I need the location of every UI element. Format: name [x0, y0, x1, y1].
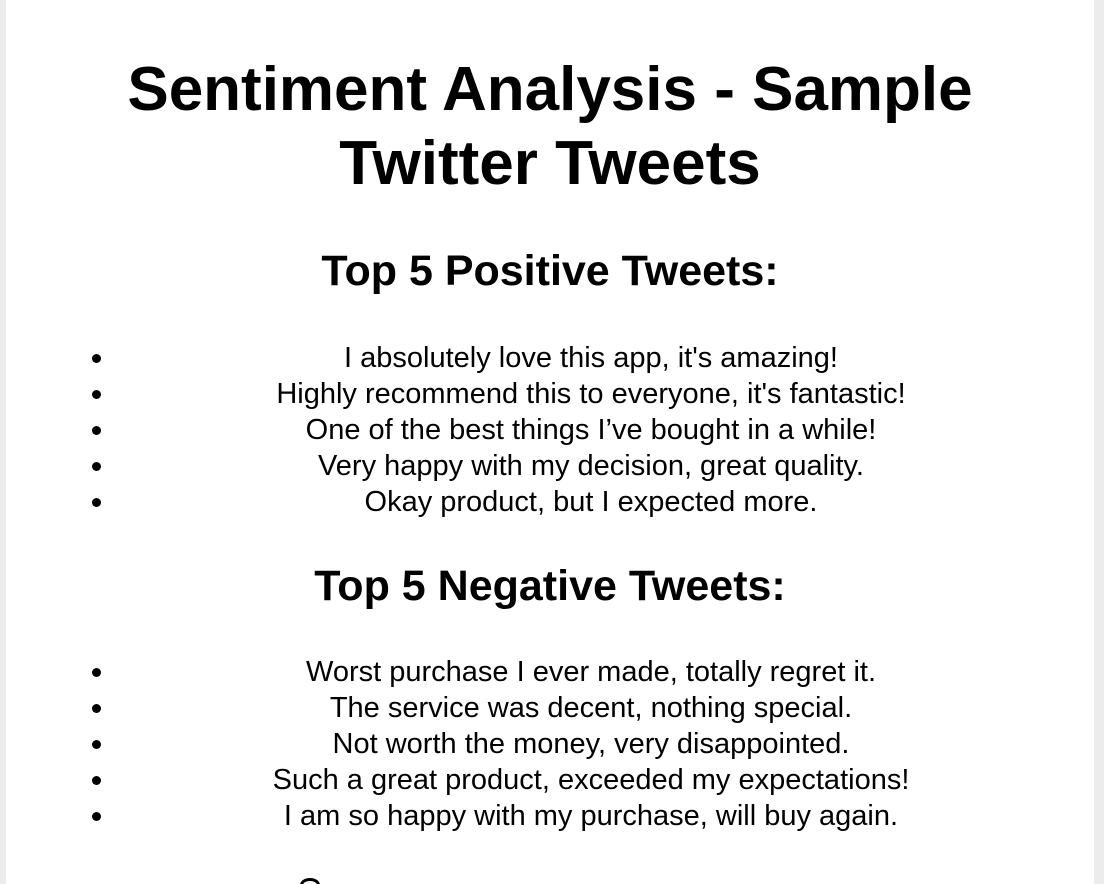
negative-tweets-heading: Top 5 Negative Tweets:	[314, 562, 786, 610]
tweet-text: Such a great product, exceeded my expect…	[272, 764, 910, 796]
bullet-icon	[92, 704, 101, 713]
list-item: Highly recommend this to everyone, it's …	[6, 376, 1094, 412]
bullet-icon	[92, 812, 101, 821]
document-page: Sentiment Analysis - Sample Twitter Twee…	[6, 0, 1094, 884]
list-item: Okay product, but I expected more.	[6, 484, 1094, 520]
list-item: Not worth the money, very disappointed.	[6, 726, 1094, 762]
bullet-icon	[92, 354, 101, 363]
tweet-text: Okay product, but I expected more.	[364, 486, 818, 518]
bullet-icon	[92, 668, 101, 677]
list-item: Very happy with my decision, great quali…	[6, 448, 1094, 484]
tweet-text: Worst purchase I ever made, totally regr…	[305, 656, 877, 688]
tweet-text: One of the best things I’ve bought in a …	[305, 414, 877, 446]
bullet-icon	[92, 498, 101, 507]
negative-tweets-list: Worst purchase I ever made, totally regr…	[6, 654, 1094, 834]
list-item: I am so happy with my purchase, will buy…	[6, 798, 1094, 834]
cutoff-glyph	[300, 878, 320, 884]
positive-tweets-heading: Top 5 Positive Tweets:	[321, 247, 779, 295]
list-item: Such a great product, exceeded my expect…	[6, 762, 1094, 798]
list-item: The service was decent, nothing special.	[6, 690, 1094, 726]
page-title-line-1: Sentiment Analysis - Sample	[127, 55, 973, 124]
page-title-line-2: Twitter Tweets	[339, 129, 761, 198]
tweet-text: The service was decent, nothing special.	[329, 692, 853, 724]
list-item: I absolutely love this app, it's amazing…	[6, 340, 1094, 376]
tweet-text: Very happy with my decision, great quali…	[318, 450, 864, 482]
tweet-text: Not worth the money, very disappointed.	[332, 728, 850, 760]
tweet-text: Highly recommend this to everyone, it's …	[276, 378, 906, 410]
bullet-icon	[92, 390, 101, 399]
bullet-icon	[92, 740, 101, 749]
tweet-text: I absolutely love this app, it's amazing…	[344, 342, 838, 374]
positive-tweets-list: I absolutely love this app, it's amazing…	[6, 340, 1094, 520]
page-title: Sentiment Analysis - Sample Twitter Twee…	[6, 53, 1094, 201]
tweet-text: I am so happy with my purchase, will buy…	[283, 800, 899, 832]
list-item: One of the best things I’ve bought in a …	[6, 412, 1094, 448]
bullet-icon	[92, 462, 101, 471]
list-item: Worst purchase I ever made, totally regr…	[6, 654, 1094, 690]
bullet-icon	[92, 426, 101, 435]
bullet-icon	[92, 776, 101, 785]
